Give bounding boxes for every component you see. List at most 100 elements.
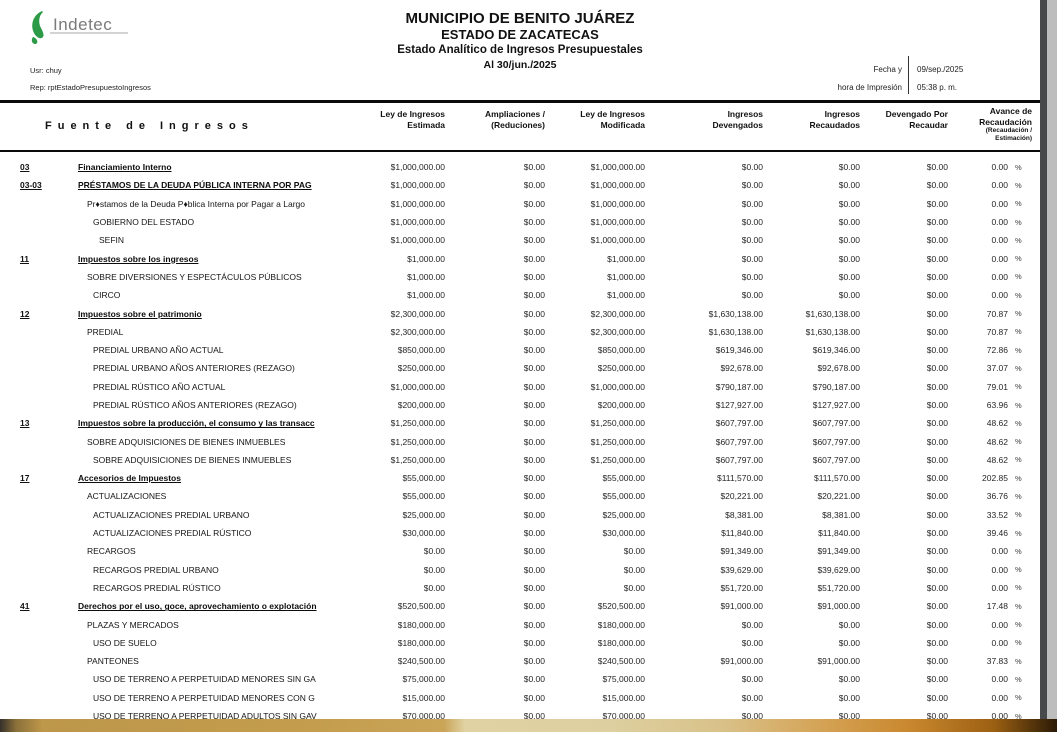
row-amount: $0.00 [523,290,545,301]
row-amount: $0.00 [926,290,948,301]
row-pct-symbol: % [1015,656,1022,666]
row-pct-symbol: % [1015,180,1022,190]
row-amount: $0.00 [741,180,763,191]
municipality-title: MUNICIPIO DE BENITO JUÁREZ [405,10,635,27]
row-amount: $2,300,000.00 [390,326,445,337]
table-row: RECARGOS PREDIAL RÚSTICO $0.00 $0.00 $0.… [0,579,1040,597]
table-row: PLAZAS Y MERCADOS $180,000.00 $0.00 $180… [0,615,1040,633]
row-amount: $30,000.00 [402,528,445,539]
table-row: 12 Impuestos sobre el patrimonio $2,300,… [0,304,1040,322]
row-amount: $0.00 [523,546,545,557]
print-time-value: 05:38 p. m. [917,83,958,92]
row-amount: $240,500.00 [597,656,645,667]
row-desc: SOBRE ADQUISICIONES DE BIENES INMUEBLES [93,454,292,465]
row-amount: $0.00 [523,436,545,447]
row-pct-symbol: % [1015,309,1022,319]
row-pct-symbol: % [1015,363,1022,373]
row-amount: $1,000,000.00 [390,217,445,228]
row-desc: USO DE TERRENO A PERPETUIDAD ADULTOS SIN… [93,711,317,722]
row-amount: $91,000.00 [817,656,860,667]
row-code: 41 [20,601,30,612]
row-amount: $91,000.00 [720,601,763,612]
table-row: ACTUALIZACIONES PREDIAL URBANO $25,000.0… [0,506,1040,524]
row-pct-symbol: % [1015,638,1022,648]
row-amount: $0.00 [926,528,948,539]
row-amount: $0.00 [926,711,948,722]
row-pct-symbol: % [1015,162,1022,172]
user-label: Usr: chuy [30,66,62,75]
row-pct: 0.00 [991,711,1008,722]
row-amount: $200,000.00 [397,400,445,410]
row-amount: $0.00 [523,454,545,465]
row-amount: $0.00 [838,235,860,246]
row-amount: $39,629.00 [720,564,763,575]
row-amount: $0.00 [926,564,948,575]
table-row: USO DE TERRENO A PERPETUIDAD MENORES CON… [0,689,1040,707]
row-desc: Impuestos sobre el patrimonio [78,308,202,319]
row-amount: $0.00 [523,582,545,593]
row-amount: $70,000.00 [402,711,445,722]
row-amount: $790,187.00 [715,381,763,392]
row-amount: $0.00 [523,601,545,612]
row-desc: Impuestos sobre la producción, el consum… [78,418,315,429]
row-amount: $0.00 [838,619,860,630]
row-desc: PANTEONES [87,656,139,667]
row-amount: $0.00 [523,162,545,173]
row-amount: $520,500.00 [397,601,445,612]
row-amount: $0.00 [741,253,763,264]
row-amount: $250,000.00 [597,363,645,374]
row-amount: $1,250,000.00 [390,436,445,447]
row-amount: $0.00 [523,692,545,703]
table-row: ACTUALIZACIONES PREDIAL RÚSTICO $30,000.… [0,524,1040,542]
row-amount: $0.00 [523,271,545,282]
row-amount: $0.00 [523,235,545,246]
row-pct-symbol: % [1015,272,1022,282]
row-amount: $1,000,000.00 [590,217,645,228]
row-pct: 48.62 [986,454,1008,465]
row-amount: $25,000.00 [402,509,445,520]
row-amount: $0.00 [926,418,948,429]
table-row: USO DE TERRENO A PERPETUIDAD ADULTOS SIN… [0,707,1040,725]
row-pct: 33.52 [986,509,1008,520]
indetec-leaf-icon [28,10,50,46]
row-amount: $0.00 [926,162,948,173]
table-row: PREDIAL URBANO AÑOS ANTERIORES (REZAGO) … [0,359,1040,377]
row-pct: 0.00 [991,235,1008,246]
row-amount: $0.00 [523,528,545,539]
row-amount: $70,000.00 [602,711,645,722]
row-pct: 17.48 [986,601,1008,612]
row-amount: $11,840.00 [818,528,860,539]
row-amount: $0.00 [926,345,948,356]
row-amount: $1,630,138.00 [805,308,860,319]
row-desc: SOBRE DIVERSIONES Y ESPECTÁCULOS PÚBLICO… [87,271,302,282]
row-amount: $0.00 [926,235,948,246]
row-pct: 0.00 [991,271,1008,282]
row-pct-symbol: % [1015,290,1022,300]
row-amount: $91,349.00 [817,546,860,557]
row-pct: 36.76 [986,491,1008,502]
row-amount: $619,346.00 [812,345,860,356]
row-amount: $75,000.00 [602,674,645,685]
row-amount: $1,000,000.00 [390,381,445,392]
row-amount: $0.00 [523,363,545,374]
row-amount: $240,500.00 [397,656,445,667]
table-row: USO DE TERRENO A PERPETUIDAD MENORES SIN… [0,670,1040,688]
row-amount: $200,000.00 [597,400,645,410]
row-amount: $1,630,138.00 [708,308,763,319]
row-desc: RECARGOS PREDIAL RÚSTICO [93,582,221,593]
table-row: PREDIAL $2,300,000.00 $0.00 $2,300,000.0… [0,323,1040,341]
row-amount: $1,000.00 [607,253,645,264]
row-pct-symbol: % [1015,455,1022,465]
row-desc: PREDIAL [87,326,124,337]
row-amount: $92,678.00 [720,363,763,374]
row-amount: $20,221.00 [817,491,860,502]
column-header-avance: Avance de Recaudación (Recaudación / Est… [979,106,1032,142]
row-amount: $51,720.00 [720,582,763,593]
row-pct: 63.96 [986,400,1008,410]
table-row: SOBRE DIVERSIONES Y ESPECTÁCULOS PÚBLICO… [0,268,1040,286]
row-desc: GOBIERNO DEL ESTADO [93,217,195,228]
row-amount: $607,797.00 [812,436,860,447]
row-amount: $0.00 [926,180,948,191]
row-pct: 72.86 [986,345,1008,356]
horizontal-scrollbar[interactable] [0,719,1057,732]
